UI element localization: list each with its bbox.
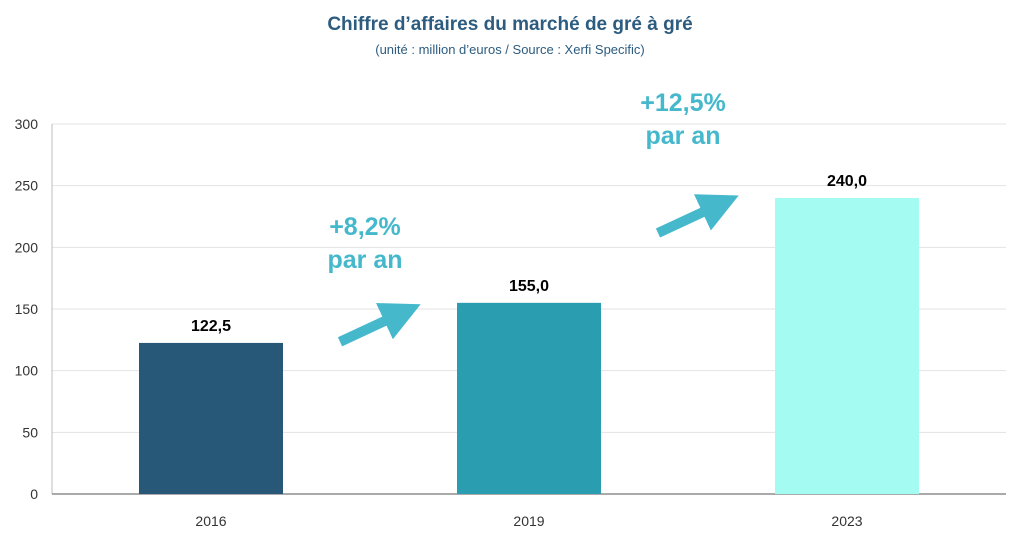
data-label: 122,5 xyxy=(191,318,231,335)
x-tick-label: 2016 xyxy=(195,513,226,529)
data-label: 240,0 xyxy=(827,173,867,190)
growth-arrow xyxy=(655,194,739,238)
bars xyxy=(139,198,919,494)
bar-2016 xyxy=(139,342,283,494)
chart-title: Chiffre d’affaires du marché de gré à gr… xyxy=(327,14,693,35)
y-tick-label: 300 xyxy=(15,116,39,132)
growth-annotations: +8,2% par an +12,5% par an xyxy=(327,89,739,347)
y-tick-label: 200 xyxy=(15,239,39,255)
y-tick-label: 250 xyxy=(15,178,39,194)
x-tick-label: 2019 xyxy=(513,513,544,529)
chart-subtitle: (unité : million d’euros / Source : Xerf… xyxy=(375,42,645,57)
data-label: 155,0 xyxy=(509,278,549,295)
growth-arrow xyxy=(337,303,421,347)
growth-rate-label: +8,2% xyxy=(329,213,401,241)
y-tick-label: 100 xyxy=(15,363,39,379)
growth-period-label: par an xyxy=(327,246,402,274)
bar-2019 xyxy=(457,302,601,494)
y-tick-label: 0 xyxy=(30,486,38,502)
data-labels: 122,5 155,0 240,0 xyxy=(191,173,867,335)
growth-period-label: par an xyxy=(645,122,720,150)
y-tick-label: 50 xyxy=(22,424,38,440)
bar-2023 xyxy=(775,198,919,494)
x-tick-label: 2023 xyxy=(831,513,862,529)
growth-rate-label: +12,5% xyxy=(640,89,726,117)
y-tick-label: 150 xyxy=(15,301,39,317)
